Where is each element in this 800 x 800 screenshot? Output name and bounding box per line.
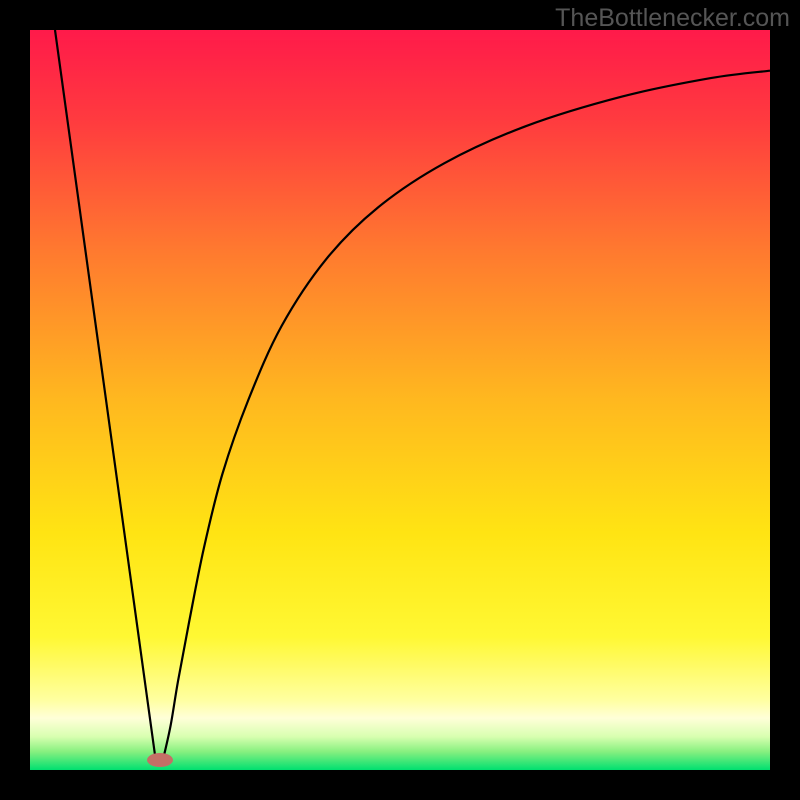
bottleneck-chart: [0, 0, 800, 800]
minimum-marker: [147, 753, 173, 767]
chart-container: TheBottlenecker.com: [0, 0, 800, 800]
watermark-text: TheBottlenecker.com: [555, 4, 790, 33]
